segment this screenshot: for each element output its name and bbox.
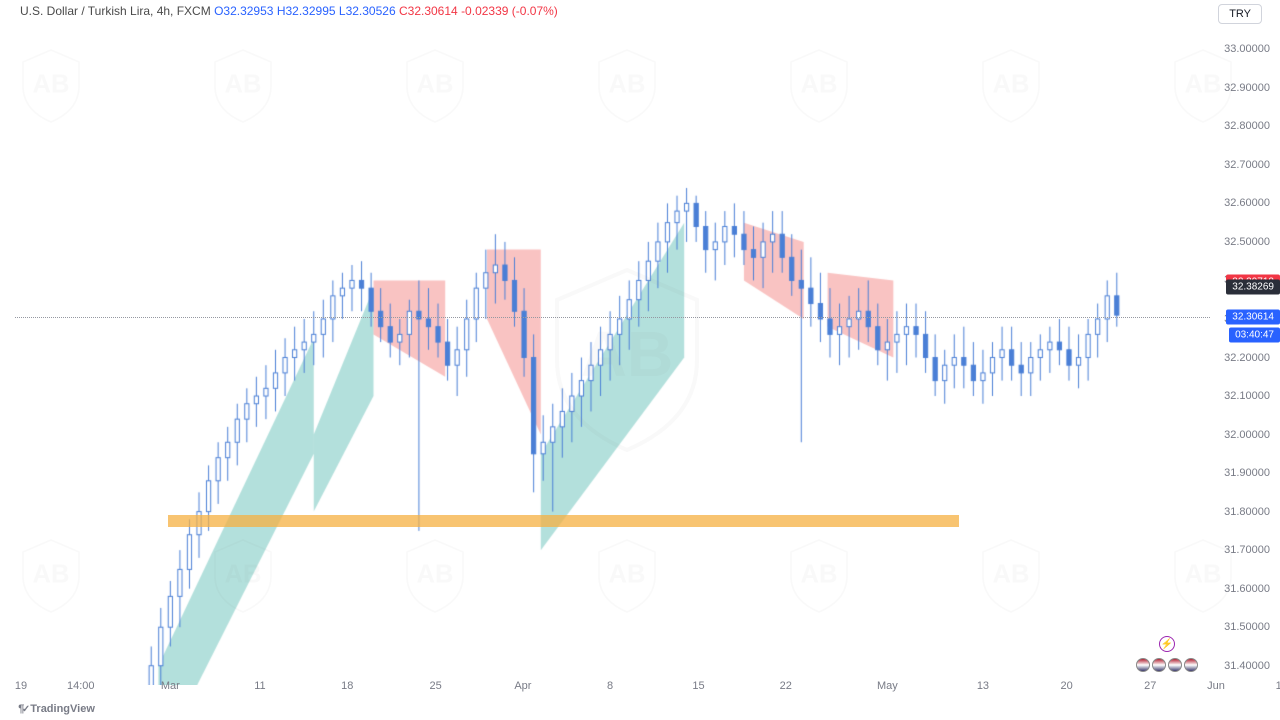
ohlc-high-label: H32.32995: [277, 4, 336, 18]
x-tick: 15: [692, 680, 704, 692]
ohlc-open-label: O32.32953: [214, 4, 273, 18]
ohlc-close-label: C32.30614: [399, 4, 458, 18]
price-label: 03:40:47: [1229, 327, 1280, 342]
y-tick: 31.70000: [1224, 544, 1270, 556]
x-tick: 11: [254, 680, 265, 692]
tradingview-branding[interactable]: ¶✓ TradingView: [18, 702, 95, 716]
y-tick: 32.20000: [1224, 352, 1270, 364]
currency-button[interactable]: TRY: [1218, 4, 1262, 24]
flag-icon[interactable]: [1184, 658, 1198, 672]
lightning-icon[interactable]: ⚡: [1159, 636, 1175, 652]
chart-container: U.S. Dollar / Turkish Lira, 4h, FXCM O32…: [0, 0, 1280, 720]
change-label: -0.02339 (-0.07%): [461, 4, 558, 18]
flag-icon[interactable]: [1152, 658, 1166, 672]
y-axis[interactable]: 33.00000 32.90000 32.80000 32.70000 32.60000…: [1210, 30, 1280, 685]
x-tick: Jun: [1207, 680, 1225, 692]
y-tick: 32.80000: [1224, 120, 1270, 132]
y-tick: 32.10000: [1224, 390, 1270, 402]
x-tick: 10: [1276, 680, 1280, 692]
x-tick: 25: [430, 680, 442, 692]
price-label: 32.30614: [1226, 309, 1280, 324]
y-tick: 31.80000: [1224, 506, 1270, 518]
branding-text: TradingView: [30, 703, 95, 715]
y-tick: 31.60000: [1224, 583, 1270, 595]
x-tick: 13: [977, 680, 989, 692]
y-tick: 31.90000: [1224, 467, 1270, 479]
y-tick: 32.50000: [1224, 236, 1270, 248]
y-tick: 31.40000: [1224, 660, 1270, 672]
chart-header: U.S. Dollar / Turkish Lira, 4h, FXCM O32…: [20, 4, 558, 18]
x-tick: 19: [15, 680, 27, 692]
y-tick: 32.70000: [1224, 159, 1270, 171]
x-tick: Apr: [514, 680, 531, 692]
x-tick: May: [877, 680, 898, 692]
last-price-line: [15, 317, 1210, 318]
y-tick: 32.00000: [1224, 429, 1270, 441]
ohlc-low-label: L32.30526: [339, 4, 396, 18]
x-tick: 20: [1060, 680, 1072, 692]
flag-icon[interactable]: [1168, 658, 1182, 672]
indicator-icons: ⚡: [1136, 636, 1198, 672]
x-tick: 27: [1144, 680, 1156, 692]
tradingview-logo-icon: ¶✓: [18, 704, 27, 716]
x-tick: 18: [341, 680, 353, 692]
y-tick: 33.00000: [1224, 43, 1270, 55]
y-tick: 32.60000: [1224, 197, 1270, 209]
y-tick: 31.50000: [1224, 621, 1270, 633]
x-tick: 22: [780, 680, 792, 692]
price-label: 32.38269: [1226, 280, 1280, 295]
x-tick: Mar: [161, 680, 180, 692]
x-tick: 14:00: [67, 680, 95, 692]
x-axis[interactable]: 1914:00Mar111825Apr81522May132027Jun10: [15, 680, 1210, 700]
plot-area[interactable]: [15, 30, 1210, 685]
symbol-label: U.S. Dollar / Turkish Lira, 4h, FXCM: [20, 4, 211, 18]
support-zone[interactable]: [168, 515, 959, 527]
x-tick: 8: [607, 680, 613, 692]
candles-canvas: [15, 30, 1210, 685]
y-tick: 32.90000: [1224, 82, 1270, 94]
flag-icon[interactable]: [1136, 658, 1150, 672]
